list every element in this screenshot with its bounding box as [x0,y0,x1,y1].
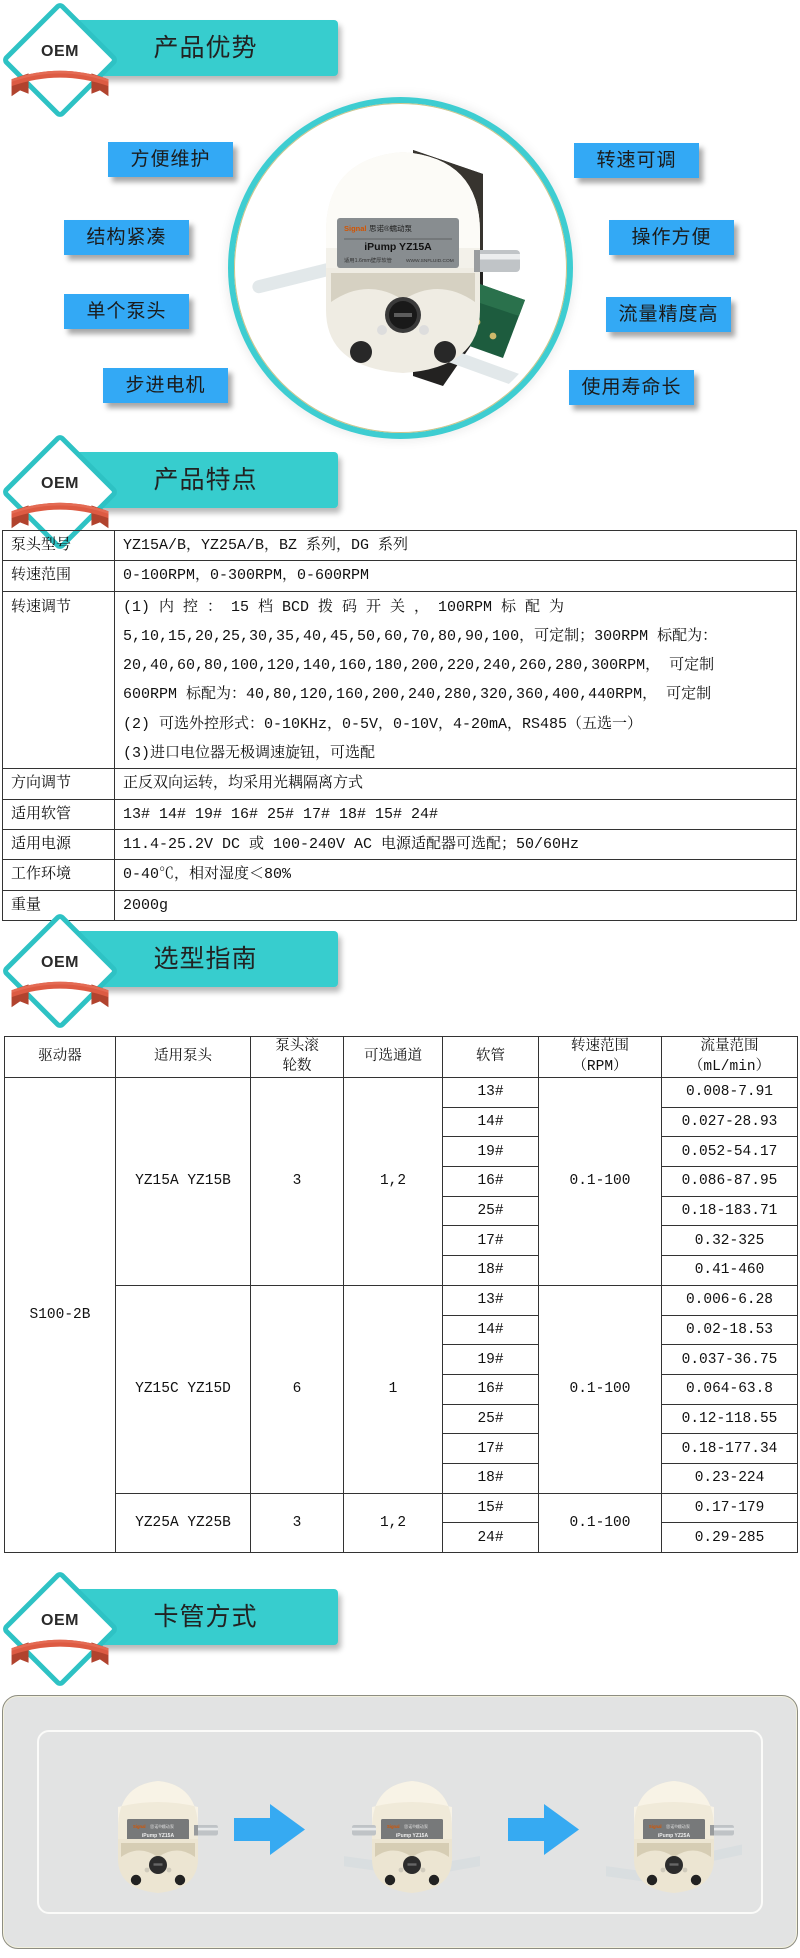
svg-text:适用1.6mm壁厚软管: 适用1.6mm壁厚软管 [344,256,392,264]
svg-text:Signal: Signal [649,1824,662,1829]
svg-text:思诺®蠕动泵: 思诺®蠕动泵 [369,223,413,233]
svg-text:Signal: Signal [387,1824,400,1829]
svg-text:Signal: Signal [344,224,367,233]
svg-text:思诺®蠕动泵: 思诺®蠕动泵 [404,1823,428,1830]
svg-text:iPump YZ15A: iPump YZ15A [142,1833,175,1839]
svg-text:Signal: Signal [133,1824,146,1829]
svg-text:iPump YZ15A: iPump YZ15A [364,241,432,253]
svg-text:iPump YZ25A: iPump YZ25A [658,1833,691,1839]
svg-text:思诺®蠕动泵: 思诺®蠕动泵 [666,1823,690,1830]
svg-text:思诺®蠕动泵: 思诺®蠕动泵 [150,1823,174,1830]
svg-text:iPump YZ15A: iPump YZ15A [396,1833,429,1839]
svg-text:WWW.SNFLUID.COM: WWW.SNFLUID.COM [406,258,454,264]
